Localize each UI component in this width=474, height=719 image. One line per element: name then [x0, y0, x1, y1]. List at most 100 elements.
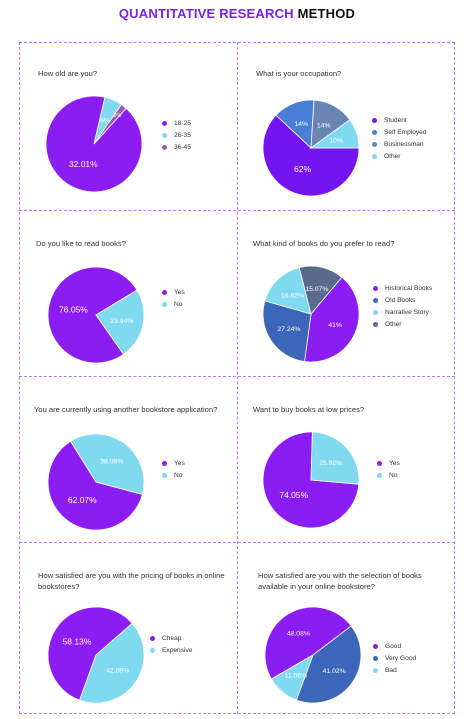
pie-slice — [309, 119, 360, 149]
legend-item: Historical Books — [373, 282, 432, 294]
legend-swatch — [372, 129, 377, 135]
pie-slice — [264, 266, 312, 315]
pie-slice-label: 41.02% — [323, 668, 346, 675]
legend-read-books: Yes No — [162, 286, 185, 310]
pie-slice-label: 38.09% — [100, 458, 123, 465]
pie-slice-label: 41% — [328, 322, 342, 329]
pie-chart-read-books: 76.05% 23.94% — [47, 266, 145, 364]
legend-label: Yes — [389, 459, 400, 467]
pie-slice-label: 15.07% — [305, 286, 328, 293]
legend-swatch — [372, 117, 377, 123]
pie-slice-label: 32.01% — [69, 159, 98, 169]
legend-age: 18-25 26-35 36-45 — [162, 117, 191, 153]
pie-slice-label: 25.92% — [319, 460, 342, 467]
pie-slice — [295, 625, 362, 704]
grid-divider-row-2 — [19, 376, 455, 377]
legend-label: 36-45 — [174, 143, 191, 151]
legend-item: 26-35 — [162, 129, 191, 141]
pie-slice-label: 74.05% — [279, 490, 308, 500]
legend-item: Expensive — [150, 644, 192, 656]
pie-slice — [93, 104, 127, 145]
legend-item: Narrative Story — [373, 306, 432, 318]
legend-item: Other — [373, 318, 432, 330]
pie-slice-label: 14% — [294, 121, 308, 128]
pie-slice — [45, 95, 143, 193]
legend-label: Expensive — [162, 646, 193, 654]
pie-slice — [270, 654, 314, 701]
legend-swatch — [162, 120, 167, 126]
pie-slice-label: 62.07% — [68, 495, 97, 505]
page-title: QUANTITATIVE RESEARCH METHOD — [0, 6, 474, 21]
legend-label: No — [174, 300, 183, 308]
legend-label: Businessman — [384, 140, 424, 148]
legend-label: Yes — [174, 288, 185, 296]
pie-chart-low-prices: 74.05% 25.92% — [262, 431, 360, 529]
legend-selection-satisfaction: Good Very Good Bad — [373, 640, 416, 676]
legend-swatch — [150, 647, 155, 653]
pie-chart-pricing-satisfaction: 58.13% 42.09% — [47, 606, 145, 704]
legend-swatch — [372, 153, 377, 159]
pie-slice — [47, 606, 133, 701]
pie-slice — [304, 276, 360, 363]
legend-item: Yes — [162, 286, 185, 298]
pie-slice-label: 42.09% — [106, 667, 129, 674]
legend-swatch — [162, 460, 167, 466]
legend-label: Yes — [174, 459, 185, 467]
legend-item: 36-45 — [162, 141, 191, 153]
question-read-books: Do you like to read books? — [36, 239, 126, 248]
legend-item: Old Books — [373, 294, 432, 306]
legend-swatch — [373, 667, 378, 673]
legend-item: Self Employed — [372, 126, 427, 138]
pie-slice — [47, 440, 143, 531]
legend-swatch — [162, 301, 167, 307]
legend-item: No — [162, 298, 185, 310]
question-occupation: What is your occupation? — [256, 69, 342, 78]
title-accent: QUANTITATIVE RESEARCH — [118, 6, 294, 21]
pie-slice — [310, 431, 360, 485]
pie-slice — [264, 606, 352, 680]
legend-swatch — [377, 460, 382, 466]
pie-slice — [47, 266, 138, 364]
pie-chart-occupation: 62% 14% 14% 10% — [262, 99, 360, 197]
pie-slice — [95, 289, 145, 355]
pie-chart-book-kind: 41% 27.24% 16.62%15.07% — [262, 265, 360, 363]
question-selection-satisfaction: How satisfied are you with the selection… — [258, 571, 422, 591]
legend-label: No — [174, 471, 183, 479]
legend-swatch — [373, 285, 378, 291]
legend-swatch — [162, 289, 167, 295]
pie-chart-selection-satisfaction: 48.08% 41.02% 11.06% — [264, 606, 362, 704]
title-rest: METHOD — [297, 6, 356, 21]
pie-slice-label: 2% — [113, 113, 121, 119]
legend-item: Other — [372, 150, 427, 162]
legend-label: No — [389, 471, 398, 479]
legend-swatch — [162, 144, 167, 150]
legend-swatch — [373, 655, 378, 661]
legend-item: No — [377, 469, 400, 481]
legend-item: Yes — [162, 457, 185, 469]
pie-slice-label: 62% — [294, 164, 311, 174]
grid-divider-row-3 — [19, 542, 455, 543]
pie-slice — [70, 433, 145, 495]
legend-item: Good — [373, 640, 416, 652]
legend-item: Very Good — [373, 652, 416, 664]
pie-slice — [79, 622, 145, 704]
legend-label: Self Employed — [384, 128, 427, 136]
legend-item: Yes — [377, 457, 400, 469]
pie-slice-label: 27.24% — [277, 326, 300, 333]
pie-slice-label: 10% — [329, 137, 343, 144]
question-book-kind: What kind of books do you prefer to read… — [253, 239, 395, 248]
question-pricing-satisfaction: How satisfied are you with the pricing o… — [38, 571, 225, 591]
pie-slice-label: 48.08% — [287, 631, 310, 638]
legend-swatch — [162, 132, 167, 138]
legend-item: No — [162, 469, 185, 481]
pie-slice-label: 14% — [317, 122, 331, 129]
legend-swatch — [372, 141, 377, 147]
legend-swatch — [373, 321, 378, 327]
legend-label: Narrative Story — [385, 308, 429, 316]
question-age: How old are you? — [38, 69, 98, 78]
pie-slice — [262, 300, 312, 363]
pie-chart-age: 32.01% 6%2% — [45, 95, 143, 193]
legend-item: Businessman — [372, 138, 427, 150]
legend-low-prices: Yes No — [377, 457, 400, 481]
grid-divider-row-1 — [19, 210, 455, 211]
